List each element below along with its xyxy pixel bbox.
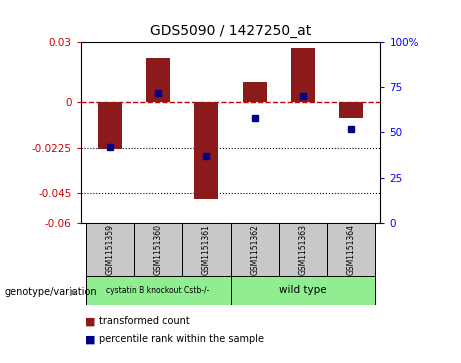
- Text: GSM1151359: GSM1151359: [105, 224, 114, 275]
- FancyBboxPatch shape: [327, 223, 376, 276]
- Text: ■: ■: [85, 334, 96, 344]
- FancyBboxPatch shape: [85, 223, 134, 276]
- Text: ■: ■: [85, 316, 96, 326]
- Text: transformed count: transformed count: [99, 316, 190, 326]
- Bar: [146, 58, 170, 102]
- Text: GSM1151364: GSM1151364: [347, 224, 356, 275]
- FancyBboxPatch shape: [279, 223, 327, 276]
- Text: cystatin B knockout Cstb-/-: cystatin B knockout Cstb-/-: [106, 286, 210, 295]
- Text: GSM1151362: GSM1151362: [250, 224, 259, 275]
- Text: wild type: wild type: [279, 285, 327, 295]
- Text: GSM1151360: GSM1151360: [154, 224, 163, 275]
- Text: GSM1151361: GSM1151361: [202, 224, 211, 275]
- Text: ▶: ▶: [70, 287, 77, 297]
- Bar: [98, 102, 122, 148]
- Bar: [291, 48, 315, 102]
- FancyBboxPatch shape: [134, 223, 182, 276]
- FancyBboxPatch shape: [230, 276, 376, 305]
- Bar: [242, 82, 267, 102]
- FancyBboxPatch shape: [230, 223, 279, 276]
- FancyBboxPatch shape: [182, 223, 230, 276]
- Bar: [339, 102, 363, 118]
- Bar: [194, 102, 219, 199]
- Text: GSM1151363: GSM1151363: [298, 224, 307, 275]
- Title: GDS5090 / 1427250_at: GDS5090 / 1427250_at: [150, 24, 311, 38]
- Text: percentile rank within the sample: percentile rank within the sample: [99, 334, 264, 344]
- FancyBboxPatch shape: [85, 276, 230, 305]
- Text: genotype/variation: genotype/variation: [5, 287, 97, 297]
